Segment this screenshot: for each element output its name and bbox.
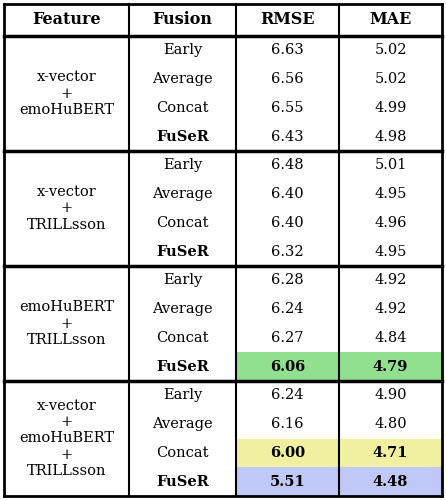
Text: 4.98: 4.98 — [374, 130, 407, 143]
Text: x-vector
+
TRILLsson: x-vector + TRILLsson — [27, 186, 106, 232]
Text: 6.32: 6.32 — [271, 244, 304, 258]
Text: FuSeR: FuSeR — [156, 474, 209, 488]
Text: Early: Early — [163, 44, 202, 58]
Text: Average: Average — [152, 72, 213, 86]
Text: 5.51: 5.51 — [270, 474, 306, 488]
Text: 6.24: 6.24 — [271, 388, 304, 402]
Text: 4.84: 4.84 — [374, 331, 407, 345]
Text: 5.02: 5.02 — [374, 72, 407, 86]
Text: 4.90: 4.90 — [374, 388, 407, 402]
Bar — [236, 352, 339, 381]
Bar — [339, 352, 442, 381]
Text: x-vector
+
emoHuBERT: x-vector + emoHuBERT — [19, 70, 114, 117]
Text: Concat: Concat — [156, 101, 209, 115]
Bar — [236, 438, 339, 467]
Text: emoHuBERT
+
TRILLsson: emoHuBERT + TRILLsson — [19, 300, 114, 346]
Text: 6.27: 6.27 — [271, 331, 304, 345]
Text: 6.24: 6.24 — [271, 302, 304, 316]
Text: FuSeR: FuSeR — [156, 360, 209, 374]
Text: 4.71: 4.71 — [373, 446, 408, 460]
Text: Average: Average — [152, 187, 213, 201]
Text: 4.96: 4.96 — [374, 216, 407, 230]
Text: MAE: MAE — [369, 12, 412, 28]
Text: 4.95: 4.95 — [374, 187, 407, 201]
Bar — [339, 467, 442, 496]
Text: Average: Average — [152, 417, 213, 431]
Bar — [236, 467, 339, 496]
Text: Concat: Concat — [156, 446, 209, 460]
Text: 6.00: 6.00 — [270, 446, 305, 460]
Text: Average: Average — [152, 302, 213, 316]
Text: 4.92: 4.92 — [374, 302, 407, 316]
Text: Early: Early — [163, 274, 202, 287]
Text: Early: Early — [163, 158, 202, 172]
Text: 4.99: 4.99 — [374, 101, 407, 115]
Bar — [339, 438, 442, 467]
Text: Feature: Feature — [32, 12, 101, 28]
Text: 6.48: 6.48 — [271, 158, 304, 172]
Text: 6.55: 6.55 — [271, 101, 304, 115]
Text: Fusion: Fusion — [153, 12, 212, 28]
Text: FuSeR: FuSeR — [156, 244, 209, 258]
Text: 6.06: 6.06 — [270, 360, 305, 374]
Text: Early: Early — [163, 388, 202, 402]
Text: 5.02: 5.02 — [374, 44, 407, 58]
Text: 4.48: 4.48 — [373, 474, 408, 488]
Text: 4.95: 4.95 — [374, 244, 407, 258]
Text: 6.40: 6.40 — [271, 216, 304, 230]
Text: 5.01: 5.01 — [374, 158, 407, 172]
Text: 4.80: 4.80 — [374, 417, 407, 431]
Text: 4.92: 4.92 — [374, 274, 407, 287]
Text: 6.16: 6.16 — [271, 417, 304, 431]
Text: FuSeR: FuSeR — [156, 130, 209, 143]
Text: Concat: Concat — [156, 216, 209, 230]
Text: 6.56: 6.56 — [271, 72, 304, 86]
Text: Concat: Concat — [156, 331, 209, 345]
Text: 4.79: 4.79 — [373, 360, 408, 374]
Text: 6.63: 6.63 — [271, 44, 304, 58]
Text: RMSE: RMSE — [260, 12, 315, 28]
Text: 6.43: 6.43 — [271, 130, 304, 143]
Text: 6.40: 6.40 — [271, 187, 304, 201]
Text: 6.28: 6.28 — [271, 274, 304, 287]
Text: x-vector
+
emoHuBERT
+
TRILLsson: x-vector + emoHuBERT + TRILLsson — [19, 399, 114, 478]
